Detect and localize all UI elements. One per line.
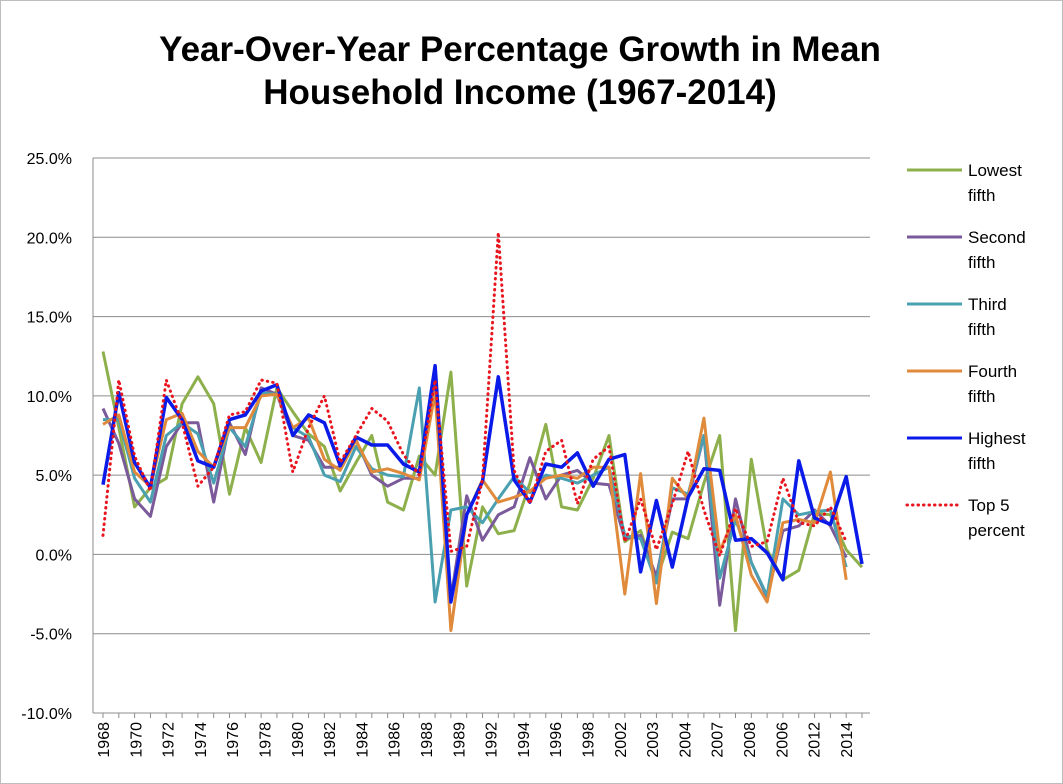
x-tick-label: 1976	[225, 722, 242, 758]
y-tick-label: 10.0%	[27, 389, 72, 406]
legend: Lowest fifth Second fifth Third fifth Fourth fi…	[905, 161, 1026, 540]
legend-label: Third fifth	[968, 295, 1007, 339]
x-tick-label: 1996	[548, 722, 565, 758]
x-tick-label: 1978	[257, 722, 274, 758]
x-tick-label: 1970	[128, 722, 145, 758]
legend-label: Lowest fifth	[968, 161, 1022, 205]
y-tick-label: -5.0%	[30, 627, 72, 644]
x-tick-label: 1986	[387, 722, 404, 758]
series-line-6	[101, 231, 848, 558]
x-tick-label: 1988	[419, 722, 436, 758]
chart-title: Year-Over-Year Percentage Growth in Mean…	[159, 30, 881, 112]
y-tick-label: 5.0%	[36, 468, 72, 485]
x-tick-label: 2002	[613, 722, 630, 758]
x-tick-label: 2003	[645, 722, 662, 758]
y-tick-label: -10.0%	[21, 706, 72, 723]
x-tick-label: 1984	[354, 722, 371, 758]
x-tick-label: 2008	[742, 722, 759, 758]
x-tick-label: 1972	[161, 722, 178, 758]
series-line-1	[101, 351, 864, 632]
legend-label: Fourth fifth	[968, 362, 1017, 406]
y-tick-label: 15.0%	[27, 310, 72, 327]
x-tick-label: 2012	[807, 722, 824, 758]
x-tick-label: 1992	[484, 722, 501, 758]
legend-label: Highest fifth	[968, 429, 1026, 473]
x-axis-tick-labels: 1968 1970 1972 1974 1976 1978 1980 1982 1984 1986…	[96, 722, 856, 758]
x-tick-label: 1968	[96, 722, 113, 758]
x-tick-label: 2014	[839, 722, 856, 758]
x-tick-label: 1989	[451, 722, 468, 758]
series-lines	[101, 231, 864, 632]
x-tick-label: 1974	[193, 722, 210, 758]
y-axis-tick-labels: 25.0% 20.0% 15.0% 10.0% 5.0% 0.0% -5.0% -10.0%	[21, 151, 72, 723]
x-tick-label: 1994	[516, 722, 533, 758]
x-tick-label: 1980	[290, 722, 307, 758]
legend-label: Second fifth	[968, 228, 1026, 272]
x-tick-label: 2007	[710, 722, 727, 758]
grid-lines	[92, 157, 870, 718]
x-tick-label: 1982	[322, 722, 339, 758]
y-tick-label: 25.0%	[27, 151, 72, 168]
legend-label: Top 5 percent	[968, 496, 1025, 540]
x-tick-label: 1998	[580, 722, 597, 758]
x-tick-label: 2004	[677, 722, 694, 758]
x-tick-label: 2006	[774, 722, 791, 758]
y-tick-label: 0.0%	[36, 547, 72, 564]
y-tick-label: 20.0%	[27, 230, 72, 247]
